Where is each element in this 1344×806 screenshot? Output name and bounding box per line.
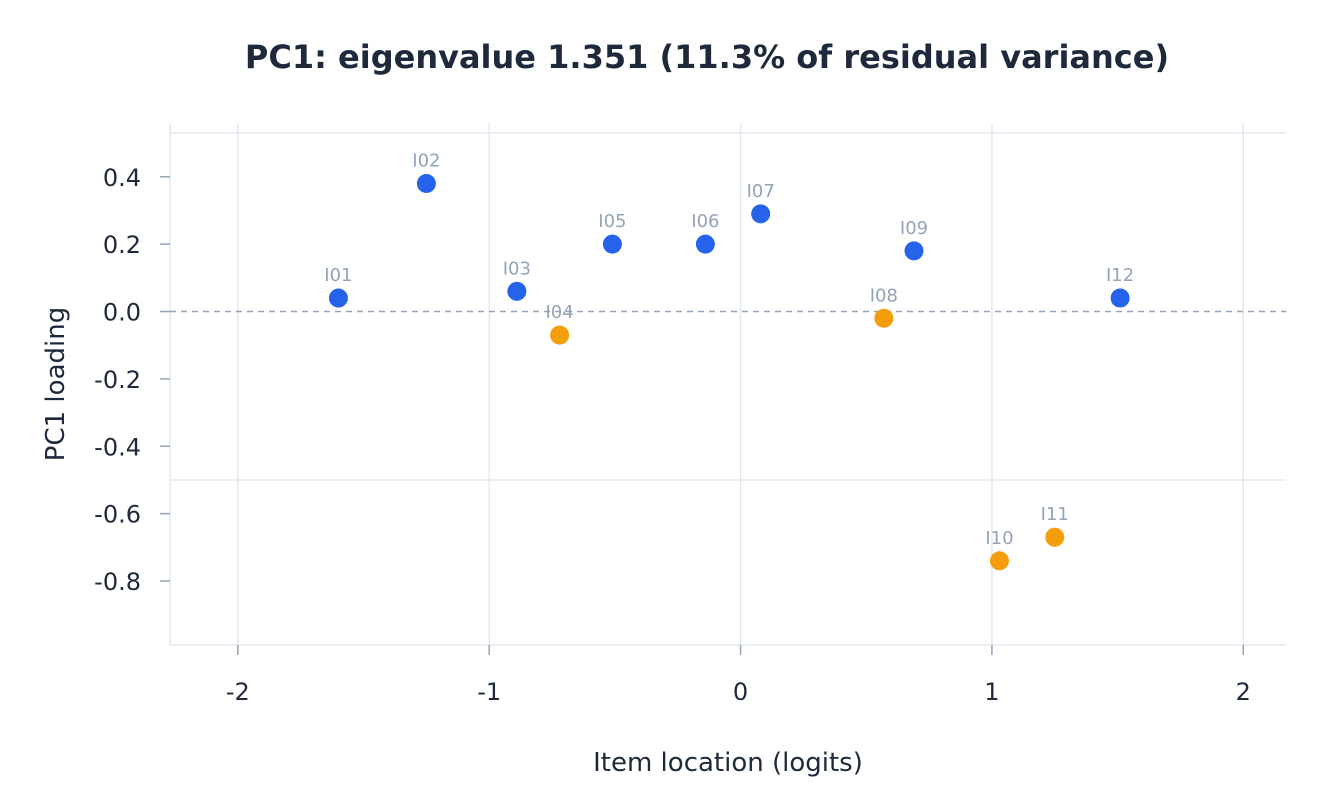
axis-layer: -2 -1 0 1 2 0.4 0.2 0.0 -0.2 -0.4 -0.6 -0.8 bbox=[94, 164, 1251, 706]
point-label: I01 bbox=[324, 265, 352, 286]
data-point bbox=[507, 281, 527, 301]
point-label: I06 bbox=[691, 211, 719, 232]
y-tick-label: -0.2 bbox=[94, 366, 141, 394]
data-point bbox=[1110, 288, 1130, 308]
data-point bbox=[874, 308, 894, 328]
y-tick-label: 0.0 bbox=[103, 299, 141, 327]
y-tick-label: -0.8 bbox=[94, 568, 141, 596]
points-layer: I01 I02 I03 I04 I05 I06 I07 I08 I09 I10 I11 I12 bbox=[324, 151, 1134, 571]
x-tick-label: 2 bbox=[1236, 678, 1251, 706]
y-tick-label: 0.4 bbox=[103, 164, 141, 192]
grid-layer bbox=[169, 123, 1286, 646]
point-label: I04 bbox=[545, 302, 573, 323]
chart-title: PC1: eigenvalue 1.351 (11.3% of residual… bbox=[245, 38, 1169, 76]
data-point bbox=[751, 204, 771, 224]
data-point bbox=[550, 325, 570, 345]
data-point bbox=[328, 288, 348, 308]
y-tick-label: 0.2 bbox=[103, 231, 141, 259]
x-tick-label: 0 bbox=[733, 678, 748, 706]
point-label: I10 bbox=[985, 528, 1013, 549]
x-tick-label: -2 bbox=[226, 678, 250, 706]
data-point bbox=[904, 241, 924, 261]
x-tick-label: -1 bbox=[477, 678, 501, 706]
y-tick-label: -0.6 bbox=[94, 501, 141, 529]
x-tick-label: 1 bbox=[984, 678, 999, 706]
point-label: I07 bbox=[747, 181, 775, 202]
y-tick-label: -0.4 bbox=[94, 433, 141, 461]
data-point bbox=[602, 234, 622, 254]
point-label: I08 bbox=[870, 285, 898, 306]
data-point bbox=[989, 551, 1009, 571]
x-axis-label: Item location (logits) bbox=[593, 748, 863, 778]
data-point bbox=[695, 234, 715, 254]
data-point bbox=[416, 174, 436, 194]
point-label: I03 bbox=[503, 258, 531, 279]
point-label: I09 bbox=[900, 218, 928, 239]
y-axis-label: PC1 loading bbox=[41, 307, 71, 461]
point-label: I02 bbox=[412, 151, 440, 172]
data-point bbox=[1045, 527, 1065, 547]
point-label: I12 bbox=[1106, 265, 1134, 286]
point-label: I11 bbox=[1041, 504, 1069, 525]
point-label: I05 bbox=[598, 211, 626, 232]
